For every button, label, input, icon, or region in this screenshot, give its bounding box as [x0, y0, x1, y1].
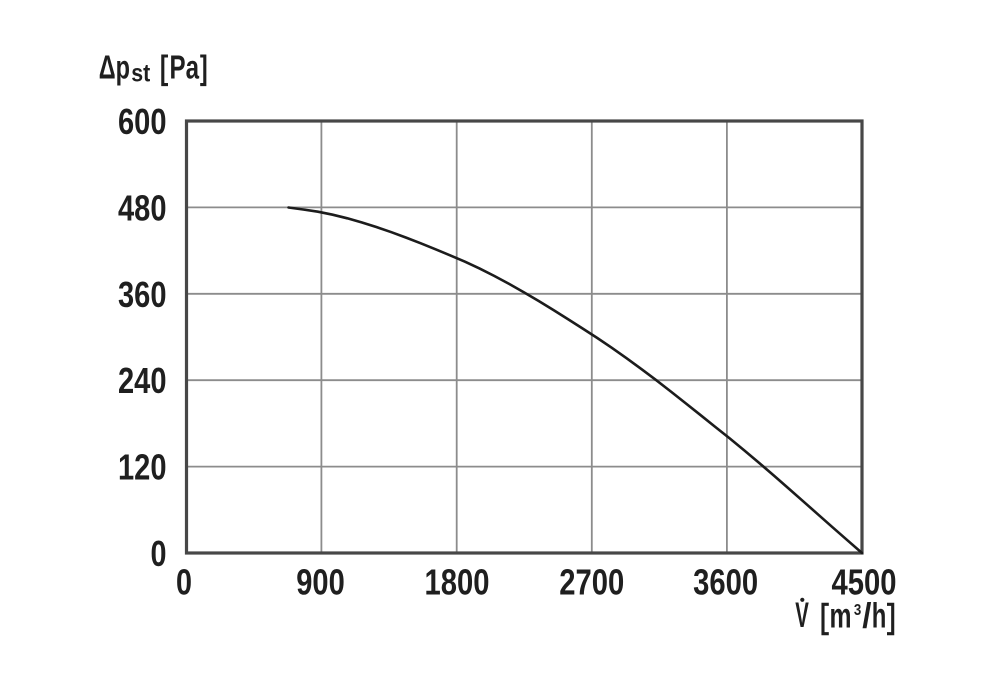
svg-text:3: 3: [854, 602, 861, 619]
svg-text:Δp: Δp: [99, 49, 130, 86]
svg-text:360: 360: [118, 274, 167, 315]
svg-text:4500: 4500: [832, 561, 897, 602]
svg-text:1800: 1800: [425, 561, 490, 602]
svg-text:2700: 2700: [559, 561, 624, 602]
svg-text:st: st: [131, 59, 151, 87]
svg-text:0: 0: [151, 533, 167, 574]
svg-text:Pa: Pa: [170, 49, 200, 86]
svg-text:600: 600: [118, 101, 167, 142]
svg-text:h: h: [872, 597, 887, 636]
svg-text:/: /: [862, 597, 871, 636]
svg-text:480: 480: [118, 187, 167, 228]
svg-text:0: 0: [176, 561, 192, 602]
svg-text:m: m: [830, 597, 852, 636]
svg-text:240: 240: [118, 360, 167, 401]
svg-text:120: 120: [118, 447, 167, 488]
svg-text:V: V: [795, 596, 809, 635]
svg-text:3600: 3600: [693, 561, 758, 602]
svg-text:900: 900: [296, 561, 345, 602]
